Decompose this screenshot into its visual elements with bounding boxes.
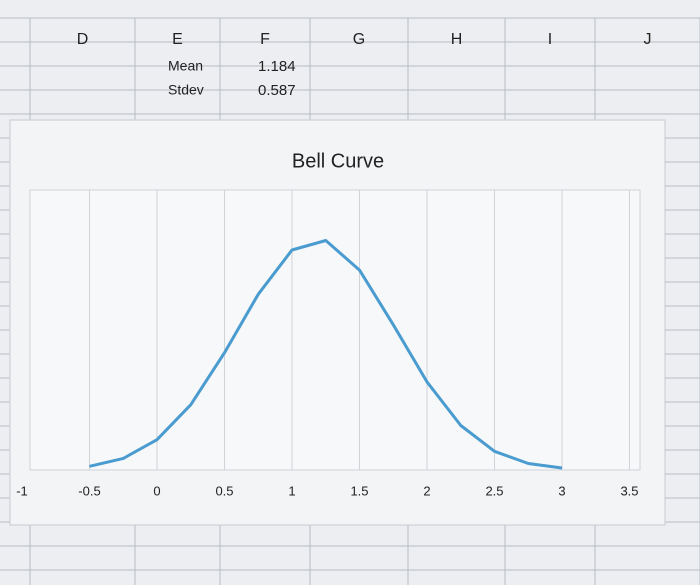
x-tick-label: -1 <box>16 483 28 498</box>
x-tick-label: -0.5 <box>78 483 100 498</box>
cell-text: 0.587 <box>258 82 296 99</box>
cell-text: Mean <box>168 58 203 74</box>
x-tick-label: 1 <box>288 483 295 498</box>
column-header: E <box>172 31 183 48</box>
x-tick-label: 2 <box>423 483 430 498</box>
x-tick-label: 0 <box>153 483 160 498</box>
x-tick-label: 1.5 <box>350 483 368 498</box>
column-header: F <box>260 31 270 48</box>
plot-area <box>29 189 641 471</box>
x-tick-label: 2.5 <box>485 483 503 498</box>
cell-text: 1.184 <box>258 58 296 75</box>
x-tick-label: 3.5 <box>620 483 638 498</box>
column-header: D <box>77 31 89 48</box>
column-header: J <box>644 31 652 48</box>
column-header: G <box>353 31 365 48</box>
x-tick-label: 3 <box>558 483 565 498</box>
curve <box>89 239 563 470</box>
cell-text: Stdev <box>168 82 204 98</box>
column-header: H <box>451 31 463 48</box>
x-tick-label: 0.5 <box>215 483 233 498</box>
chart-title: Bell Curve <box>292 150 384 172</box>
column-header: I <box>548 31 552 48</box>
